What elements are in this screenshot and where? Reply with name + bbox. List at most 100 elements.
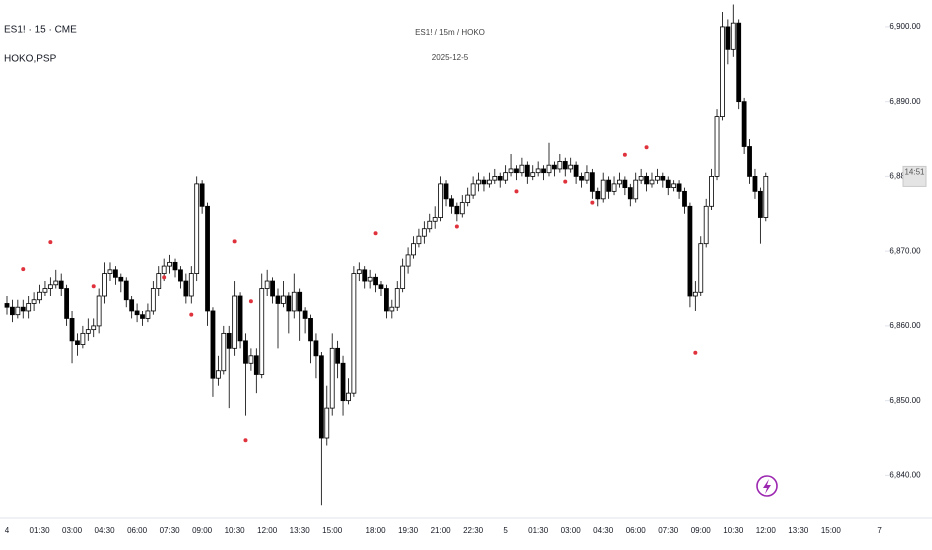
candle-body bbox=[340, 362, 346, 402]
x-tick-label: 04:30 bbox=[593, 526, 614, 535]
candle-body bbox=[199, 183, 205, 207]
symbol-label: ES1! · 15 · CME bbox=[4, 25, 77, 36]
candle-body bbox=[161, 265, 167, 274]
x-tick-label: 22:30 bbox=[463, 526, 484, 535]
x-tick-label: 01:30 bbox=[528, 526, 549, 535]
candle-body bbox=[178, 269, 183, 282]
x-tick-label: 10:30 bbox=[723, 526, 744, 535]
candle-body bbox=[356, 269, 362, 274]
candle-body bbox=[145, 310, 151, 319]
candle-body bbox=[709, 176, 714, 207]
candle-body bbox=[503, 172, 509, 181]
candle-body bbox=[703, 205, 709, 245]
candle-body bbox=[400, 265, 406, 289]
x-tick-label: 18:00 bbox=[366, 526, 387, 535]
candle-body bbox=[443, 183, 449, 200]
candle-body bbox=[416, 235, 422, 245]
candle-body bbox=[275, 295, 281, 304]
candle-body bbox=[156, 273, 162, 289]
candle-body bbox=[232, 295, 238, 349]
candle-body bbox=[741, 101, 747, 147]
candle-body bbox=[313, 340, 319, 357]
candle-body bbox=[80, 332, 86, 345]
candle-body bbox=[226, 332, 232, 349]
x-tick-label: 03:00 bbox=[561, 526, 582, 535]
candle-body bbox=[335, 347, 341, 364]
candle-body bbox=[557, 161, 563, 170]
candle-body bbox=[42, 288, 48, 293]
candle-body bbox=[150, 288, 156, 312]
alert-icon[interactable] bbox=[756, 475, 778, 497]
psp-marker bbox=[622, 152, 627, 157]
x-tick-label: 10:30 bbox=[225, 526, 246, 535]
candle-body bbox=[324, 407, 330, 439]
candle-body bbox=[649, 179, 655, 185]
price-box bbox=[902, 165, 927, 187]
candle-body bbox=[714, 116, 720, 177]
candle-body bbox=[514, 168, 519, 174]
candle-body bbox=[167, 261, 173, 267]
candle-body bbox=[15, 306, 21, 316]
psp-marker bbox=[162, 275, 167, 280]
candle-body bbox=[476, 179, 481, 185]
candle-body bbox=[449, 198, 454, 207]
candle-body bbox=[606, 179, 612, 192]
x-tick-label: 01:30 bbox=[30, 526, 51, 535]
candle-body bbox=[286, 295, 292, 312]
candle-body bbox=[205, 205, 210, 312]
candle-body bbox=[497, 176, 503, 181]
candle-body bbox=[129, 299, 135, 312]
candle-body bbox=[465, 194, 471, 203]
candle-body bbox=[58, 280, 64, 289]
candle-body bbox=[665, 179, 671, 189]
candle-body bbox=[459, 202, 465, 215]
y-tick-label: 6,870.00 bbox=[889, 246, 921, 255]
x-tick-label: 21:00 bbox=[431, 526, 452, 535]
y-tick-label: 6,850.00 bbox=[889, 396, 921, 405]
candle-body bbox=[26, 303, 32, 312]
candle-body bbox=[243, 340, 248, 364]
y-tick-label: 6,900.00 bbox=[889, 22, 921, 31]
psp-marker bbox=[243, 438, 248, 443]
candle-body bbox=[134, 310, 140, 316]
candle-body bbox=[644, 176, 649, 185]
psp-marker bbox=[248, 299, 253, 304]
candle-body bbox=[4, 303, 10, 308]
candle-body bbox=[562, 161, 568, 170]
x-tick-label: 04:30 bbox=[95, 526, 116, 535]
candle-body bbox=[367, 276, 373, 282]
candle-body bbox=[37, 291, 42, 301]
candle-body bbox=[253, 355, 259, 375]
candle-body bbox=[687, 205, 693, 297]
candle-body bbox=[660, 176, 666, 181]
candle-body bbox=[573, 164, 579, 177]
psp-marker bbox=[373, 231, 378, 236]
candle-body bbox=[172, 261, 178, 271]
candle-body bbox=[757, 190, 763, 218]
psp-marker bbox=[21, 267, 26, 272]
psp-marker bbox=[693, 350, 698, 355]
candle-body bbox=[747, 146, 752, 177]
candle-body bbox=[427, 220, 433, 230]
candle-body bbox=[10, 306, 15, 316]
candle-body bbox=[470, 183, 476, 196]
psp-marker bbox=[514, 189, 519, 194]
candle-body bbox=[720, 26, 725, 118]
x-tick-label: 7 bbox=[877, 526, 882, 535]
candle-body bbox=[64, 288, 70, 319]
x-tick-label: 5 bbox=[503, 526, 508, 535]
x-tick-label: 19:30 bbox=[398, 526, 419, 535]
candle-body bbox=[568, 164, 574, 170]
candle-body bbox=[215, 370, 221, 379]
icon-ring[interactable] bbox=[756, 475, 778, 497]
candle-body bbox=[546, 164, 552, 174]
x-tick-label: 15:00 bbox=[322, 526, 343, 535]
candle-body bbox=[671, 183, 677, 189]
y-tick-label: 6,860.00 bbox=[889, 321, 921, 330]
candle-body bbox=[113, 269, 118, 278]
icon-bolt[interactable] bbox=[763, 479, 771, 494]
candle-body bbox=[438, 183, 444, 218]
candle-body bbox=[579, 176, 584, 181]
